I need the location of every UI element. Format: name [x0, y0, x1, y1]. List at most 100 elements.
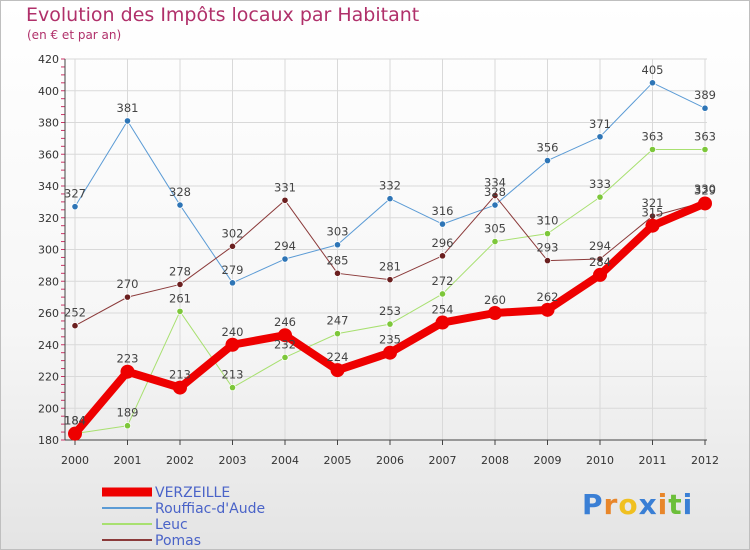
y-tick-label: 340: [38, 180, 59, 193]
data-point-rouffiac-d-aude: [386, 195, 394, 203]
data-label-rouffiac-d-aude: 316: [432, 204, 454, 218]
data-point-rouffiac-d-aude: [596, 133, 604, 141]
x-tick-label: 2000: [61, 454, 89, 467]
data-label-pomas: 334: [484, 176, 506, 190]
data-label-pomas: 294: [589, 239, 611, 253]
data-label-verzeille: 246: [274, 315, 296, 329]
data-labels: 327 381 328 279 294 303 332 316 328 356 371 405 389 1…: [64, 63, 716, 428]
data-label-pomas: 331: [274, 180, 296, 194]
data-label-rouffiac-d-aude: 279: [222, 263, 244, 277]
data-label-leuc: 333: [589, 177, 611, 191]
y-tick-label: 300: [38, 244, 59, 257]
y-tick-label: 220: [38, 371, 59, 384]
data-label-verzeille: 254: [432, 303, 454, 317]
data-label-verzeille: 224: [327, 350, 349, 364]
logo-letter: x: [638, 488, 658, 521]
data-label-rouffiac-d-aude: 389: [694, 88, 716, 102]
data-point-pomas: [491, 191, 499, 200]
data-label-leuc: 253: [379, 304, 401, 318]
x-tick-label: 2012: [691, 454, 719, 467]
data-point-pomas: [333, 269, 342, 277]
data-label-rouffiac-d-aude: 381: [117, 101, 139, 115]
data-label-verzeille: 240: [222, 325, 244, 339]
data-point-pomas: [281, 196, 289, 204]
data-label-leuc: 247: [327, 314, 349, 328]
data-point-verzeille: [435, 315, 450, 330]
series-group: [68, 79, 712, 441]
legend-label-leuc: Leuc: [155, 517, 188, 533]
data-point-leuc: [176, 307, 184, 316]
y-tick-label: 380: [38, 117, 59, 130]
y-tick-label: 280: [38, 275, 59, 288]
data-point-leuc: [123, 422, 132, 430]
data-label-rouffiac-d-aude: 328: [484, 185, 506, 199]
data-label-verzeille: 213: [169, 368, 191, 382]
data-point-verzeille: [383, 345, 397, 360]
data-label-rouffiac-d-aude: 327: [64, 187, 86, 201]
x-tick-label: 2002: [166, 454, 194, 467]
data-label-leuc: 363: [642, 129, 664, 143]
data-label-verzeille: 184: [64, 414, 86, 428]
chart-title: Evolution des Impôts locaux par Habitant: [26, 4, 420, 26]
data-label-pomas: 285: [327, 253, 349, 267]
data-point-verzeille: [225, 337, 240, 352]
data-label-pomas: 281: [379, 260, 401, 274]
y-tick-label: 420: [38, 53, 59, 66]
data-point-pomas: [596, 255, 604, 263]
logo-letter: P: [582, 488, 604, 521]
data-label-pomas: 293: [537, 241, 559, 255]
data-point-leuc: [333, 330, 342, 338]
data-label-rouffiac-d-aude: 371: [589, 117, 611, 131]
x-tick-label: 2010: [586, 454, 614, 467]
data-label-leuc: 310: [537, 214, 559, 228]
data-point-verzeille: [278, 328, 292, 343]
data-label-verzeille: 235: [379, 333, 401, 347]
x-tick-label: 2009: [534, 454, 562, 467]
data-point-rouffiac-d-aude: [438, 220, 447, 228]
data-point-rouffiac-d-aude: [281, 255, 289, 263]
data-point-leuc: [701, 145, 709, 154]
data-label-verzeille: 284: [589, 255, 611, 269]
x-tick-label: 2004: [271, 454, 299, 467]
data-label-pomas: 270: [117, 277, 139, 291]
y-tick-label: 240: [38, 339, 59, 352]
data-point-verzeille: [120, 364, 135, 379]
data-point-leuc: [281, 353, 289, 362]
x-tick-label: 2008: [481, 454, 509, 467]
data-label-verzeille: 329: [694, 183, 716, 197]
data-point-leuc: [438, 290, 447, 298]
legend-label-verzeille: VERZEILLE: [155, 485, 230, 501]
x-tick-label: 2006: [376, 454, 404, 467]
data-point-pomas: [71, 322, 79, 330]
data-point-leuc: [596, 193, 604, 201]
data-label-rouffiac-d-aude: 356: [537, 141, 559, 155]
legend-label-rouffiac-d-aude: Rouffiac-d'Aude: [155, 501, 265, 517]
data-point-verzeille: [330, 363, 345, 378]
data-label-leuc: 184: [64, 414, 86, 428]
data-label-rouffiac-d-aude: 328: [169, 185, 191, 199]
data-label-rouffiac-d-aude: 332: [379, 179, 401, 193]
data-label-leuc: 261: [169, 291, 191, 305]
legend-label-pomas: Pomas: [155, 533, 201, 549]
x-tick-label: 2003: [219, 454, 247, 467]
data-label-leuc: 232: [274, 337, 296, 351]
y-tick-label: 320: [38, 212, 59, 225]
data-point-rouffiac-d-aude: [333, 241, 342, 249]
logo-letter: i: [657, 488, 669, 521]
data-point-rouffiac-d-aude: [543, 157, 552, 165]
data-point-leuc: [386, 320, 394, 328]
data-point-rouffiac-d-aude: [123, 117, 132, 125]
data-label-rouffiac-d-aude: 294: [274, 239, 296, 253]
data-point-pomas: [543, 257, 552, 265]
data-label-leuc: 213: [222, 368, 244, 382]
data-label-pomas: 330: [694, 182, 716, 196]
data-point-verzeille: [698, 196, 712, 211]
data-label-verzeille: 262: [537, 290, 559, 304]
logo-letter: o: [618, 488, 639, 521]
y-tick-label: 200: [38, 402, 59, 415]
data-label-leuc: 189: [117, 406, 139, 420]
data-point-rouffiac-d-aude: [71, 203, 79, 211]
y-tick-label: 360: [38, 148, 59, 161]
